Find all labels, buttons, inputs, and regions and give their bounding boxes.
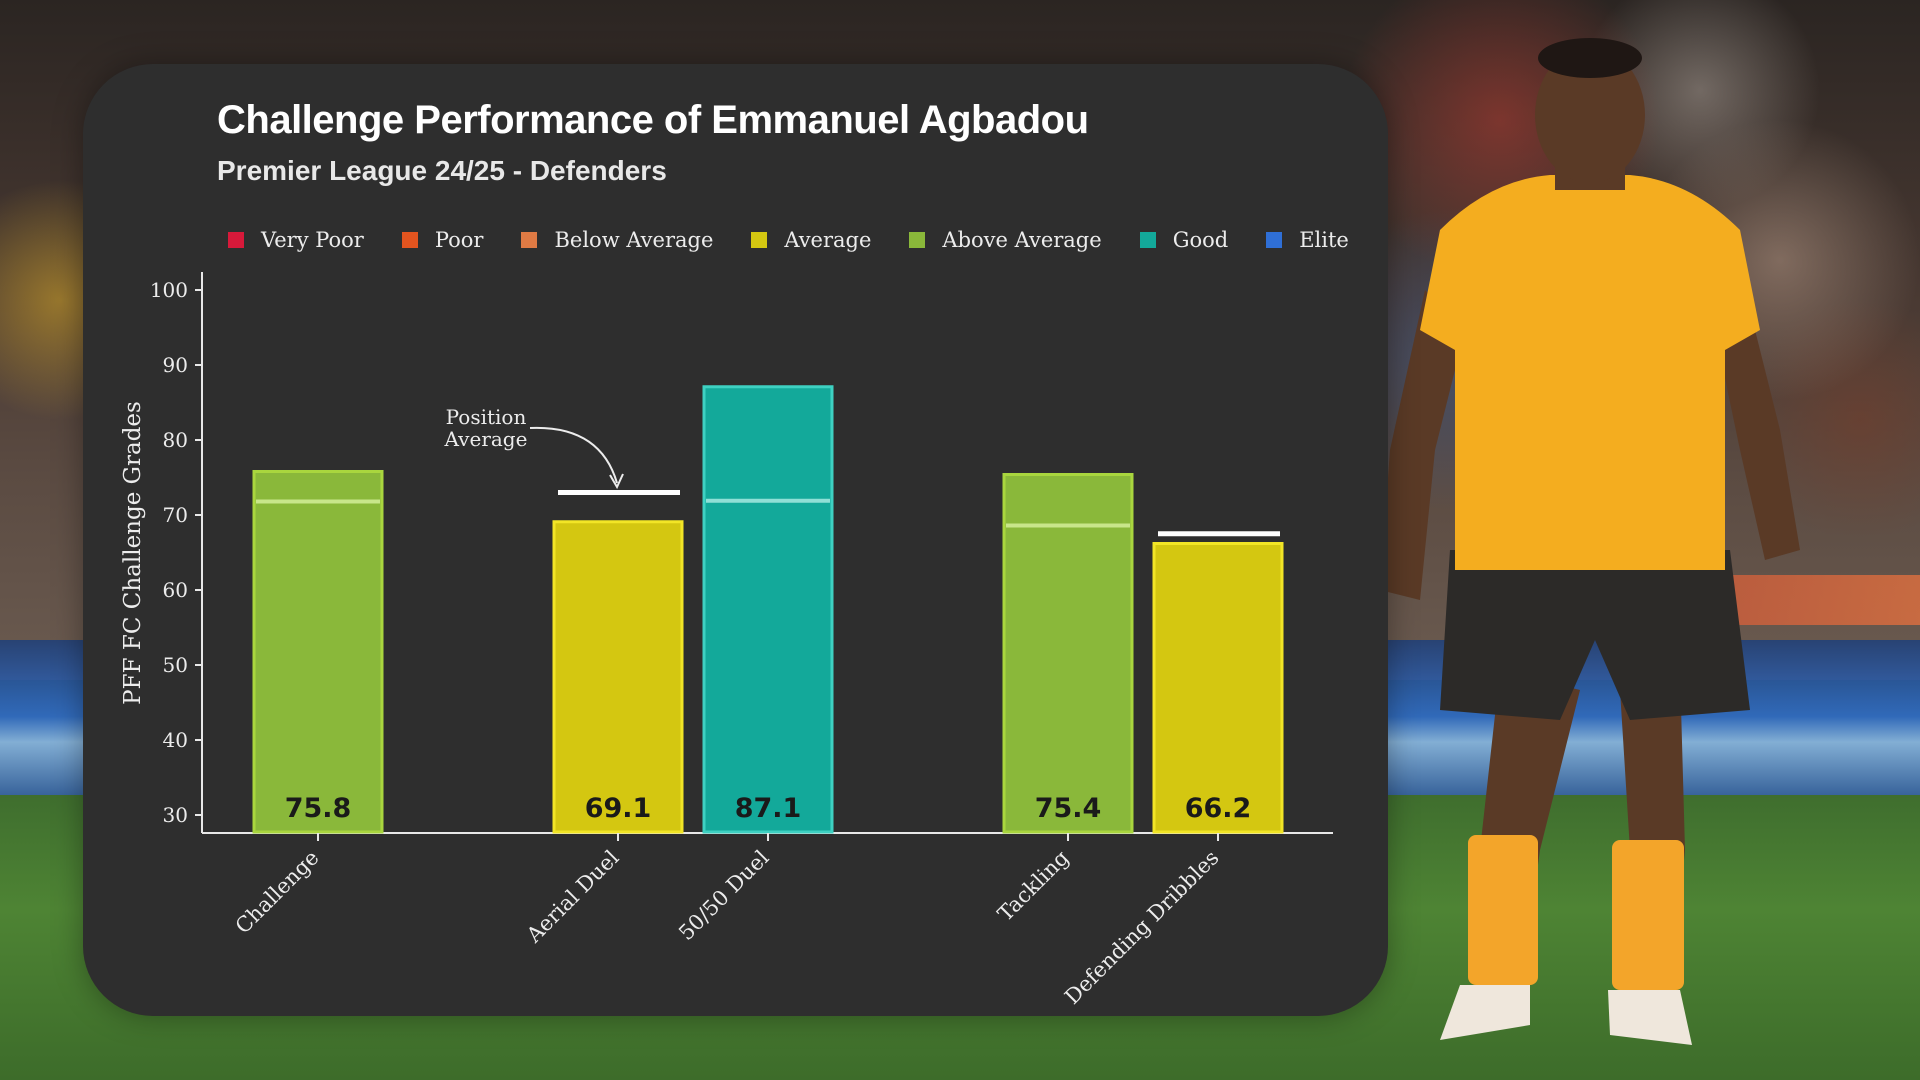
legend-label: Average [784,228,872,252]
annotation-arrow [529,426,618,484]
legend-label: Good [1172,228,1229,252]
legend-item-above-average: Above Average [909,228,1102,252]
x-tick-label: 50/50 Duel [674,845,774,945]
y-tick-label: 30 [163,803,188,827]
legend-item-below-average: Below Average [521,228,713,252]
x-tick-label: Defending Dribbles [1060,846,1223,1009]
legend-item-good: Good [1139,228,1229,252]
legend-swatch [751,232,768,248]
y-tick-label: 60 [163,578,188,602]
legend-label: Very Poor [261,228,364,252]
bar-value-label: 69.1 [585,793,652,824]
bar [702,385,834,834]
y-tick-label: 80 [163,428,188,452]
bar-value-label: 75.4 [1035,793,1102,824]
legend-label: Below Average [554,228,714,252]
legend-swatch [1266,232,1283,248]
y-tick-label: 40 [163,728,188,752]
legend-swatch [521,232,538,248]
x-tick-label: Tackling [993,846,1073,926]
legend-swatch [909,232,926,248]
bar [252,470,384,834]
annotation-label: Position [446,405,527,429]
annotation-arrowhead [609,473,624,490]
legend-item-very-poor: Very Poor [228,228,364,252]
legend-swatch [401,232,418,248]
x-tick-label: Challenge [231,846,324,939]
legend-item-poor: Poor [401,228,484,252]
x-tick-label: Aerial Duel [521,845,624,948]
bar-value-label: 87.1 [735,793,802,824]
chart-title: Challenge Performance of Emmanuel Agbado… [217,98,1089,142]
annotation-label: Average [444,427,528,451]
legend-label: Poor [434,228,484,252]
legend-item-average: Average [751,228,871,252]
chart-subtitle: Premier League 24/25 - Defenders [217,155,667,186]
y-axis-label: PFF FC Challenge Grades [120,401,146,705]
bar-value-label: 66.2 [1185,793,1252,824]
legend-label: Above Average [942,228,1102,252]
bar [1002,473,1134,834]
y-tick-label: 50 [163,653,188,677]
y-tick-label: 90 [163,353,188,377]
legend-swatch [228,232,244,248]
y-tick-label: 70 [163,503,188,527]
legend-label: Elite [1299,228,1349,252]
bar [552,520,684,834]
y-tick-label: 100 [150,278,188,302]
bar [1152,542,1284,834]
player-photo [1380,38,1800,1045]
legend: Very Poor Poor Below Average Average Abo… [228,228,1387,252]
legend-item-elite: Elite [1266,228,1349,252]
legend-swatch [1139,232,1156,248]
bar-value-label: 75.8 [285,793,352,824]
